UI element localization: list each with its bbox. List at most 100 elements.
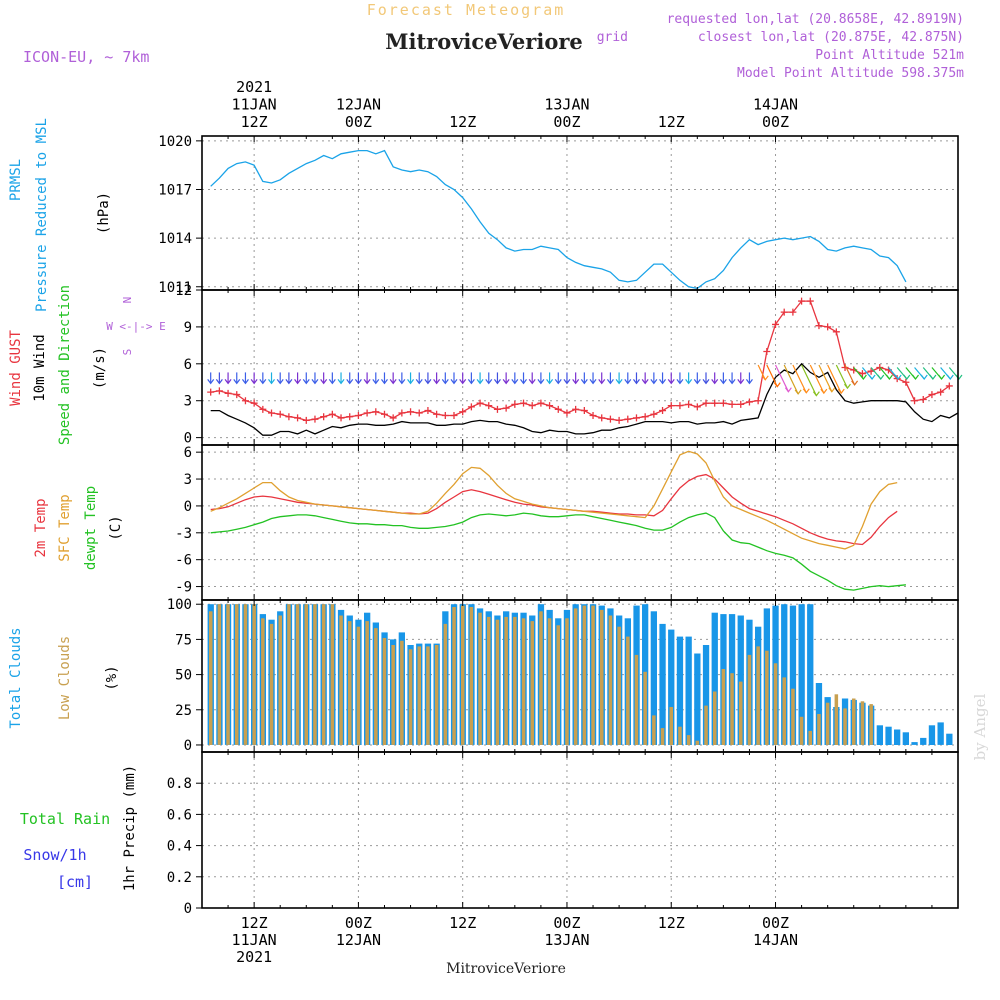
footer-location: MitroviceVeriore [446, 961, 566, 977]
total-cloud-bar [876, 725, 883, 745]
model-altitude: Model Point Altitude 598.375m [737, 66, 964, 81]
bottom-time-label: 00Z [553, 914, 580, 932]
wind-arrowhead [737, 379, 745, 385]
low-cloud-bar [713, 691, 717, 745]
gust-marker [919, 395, 927, 403]
gust-marker [624, 415, 632, 423]
ytick-label: 0 [184, 499, 192, 515]
wind-arrowhead [868, 374, 876, 380]
y-axis-label: Pressure Reduced to MSL [34, 118, 50, 312]
low-cloud-bar [652, 715, 656, 745]
total-cloud-bar [911, 742, 918, 745]
gust-marker [806, 297, 814, 305]
wind-arrowhead [433, 379, 441, 385]
low-cloud-bar [808, 730, 812, 745]
gust-marker [772, 320, 780, 328]
gust-marker [632, 414, 640, 422]
low-cloud-bar [791, 688, 795, 745]
bottom-time-label: 2021 [236, 948, 272, 966]
wind-arrowhead [598, 379, 606, 385]
low-cloud-bar [747, 654, 752, 745]
gust-marker [485, 402, 493, 410]
ytick-label: 12 [175, 283, 192, 299]
low-cloud-bar [348, 621, 352, 745]
gust-marker [311, 415, 319, 423]
precip-label-rain: Total Rain [20, 810, 110, 828]
low-cloud-bar [799, 716, 804, 745]
total-cloud-bar [815, 683, 823, 745]
gust-marker [528, 402, 536, 410]
wind-arrow [792, 364, 807, 394]
low-cloud-bar [330, 604, 335, 745]
gust-marker [276, 410, 284, 418]
top-time-label: 00Z [553, 113, 580, 131]
temperature-series-1 [210, 450, 898, 550]
gust-marker [685, 400, 693, 408]
frames-layer [201, 135, 959, 909]
grid-layer [202, 136, 958, 908]
model-label: ICON-EU, ~ 7km [23, 48, 149, 66]
low-cloud-bar [739, 681, 743, 745]
ytick-label: 0 [184, 738, 192, 754]
gust-marker [502, 404, 510, 412]
bottom-time-label: 14JAN [753, 931, 798, 949]
total-cloud-bar [737, 615, 744, 745]
wind-arrowhead [606, 379, 614, 385]
gust-marker [572, 405, 580, 413]
ytick-label: 1020 [158, 134, 192, 150]
wind-arrowhead [520, 379, 527, 385]
total-cloud-bar [685, 636, 692, 745]
gust-marker [372, 408, 380, 416]
temperature-series-2 [210, 512, 906, 591]
gust-marker [476, 399, 484, 407]
low-cloud-bar [365, 621, 369, 745]
wind-arrowhead [493, 379, 501, 385]
total-cloud-bar [668, 629, 675, 745]
low-cloud-bar [261, 618, 265, 745]
low-cloud-bar [704, 705, 708, 745]
wind-arrowhead [851, 380, 859, 386]
wind-arrowhead [346, 379, 354, 385]
wind-arrowhead [589, 379, 597, 385]
low-cloud-bar [634, 654, 639, 745]
wind-arrowhead [955, 374, 963, 380]
gust-marker [780, 308, 788, 316]
total-cloud-bar [946, 733, 953, 745]
gust-marker [380, 410, 388, 418]
wind-arrow [774, 364, 789, 392]
low-cloud-bar [608, 615, 613, 745]
low-cloud-bar [513, 616, 517, 745]
gust-marker [945, 382, 953, 390]
low-cloud-bar [660, 728, 665, 745]
gust-marker [876, 364, 884, 371]
compass-n: N [121, 297, 134, 304]
wind-arrowhead [812, 391, 820, 397]
wind-arrowhead [389, 379, 397, 385]
precip-y-label: 1hr Precip (mm) [122, 765, 138, 891]
low-cloud-bar [678, 726, 682, 745]
low-cloud-bar [426, 646, 430, 745]
low-cloud-bar [765, 650, 769, 745]
wind-arrowhead [794, 389, 802, 395]
low-cloud-bar [295, 604, 300, 745]
gust-marker [294, 414, 302, 422]
wind-arrowhead [659, 379, 667, 385]
wind-arrowhead [828, 387, 836, 393]
wind-arrowhead [572, 379, 580, 385]
wind-arrowhead [784, 387, 792, 393]
wind-arrowhead [285, 379, 293, 385]
total-cloud-bar [920, 737, 927, 745]
ytick-label: 3 [184, 394, 192, 410]
gust-marker [233, 391, 241, 399]
total-cloud-bar [676, 636, 684, 745]
low-cloud-bar [243, 604, 248, 745]
low-cloud-bar [443, 623, 448, 745]
bottom-time-label: 00Z [345, 914, 372, 932]
low-cloud-bar [487, 616, 491, 745]
gust-marker [667, 402, 675, 410]
top-time-label: 00Z [762, 113, 789, 131]
ytick-label: 0 [184, 431, 192, 447]
temperature-frame [201, 444, 959, 601]
low-cloud-bar [591, 605, 595, 745]
point-altitude: Point Altitude 521m [815, 48, 964, 63]
